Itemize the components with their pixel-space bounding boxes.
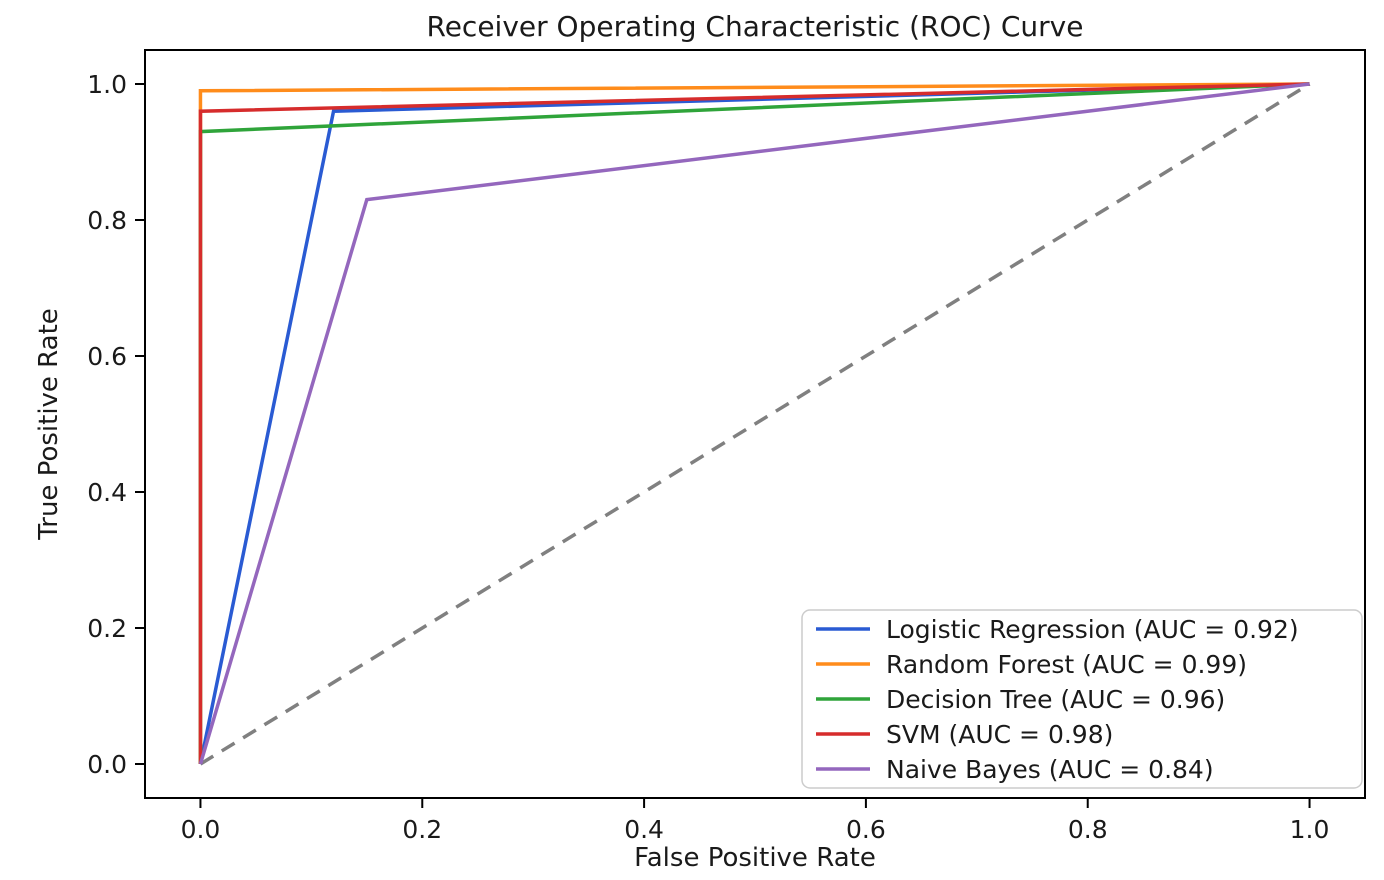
legend-item-naive-bayes: Naive Bayes (AUC = 0.84)	[816, 755, 1214, 784]
roc-curve-svm	[198, 82, 1310, 764]
x-tick-label: 0.8	[1068, 815, 1108, 844]
plot-area-frame	[144, 49, 1366, 799]
y-axis-label: True Positive Rate	[34, 308, 64, 541]
y-tick-label: 0.2	[87, 614, 127, 643]
y-tick-label: 0.0	[87, 750, 127, 779]
x-tick-label: 0.4	[624, 815, 664, 844]
y-tick-label: 0.6	[87, 342, 127, 371]
legend: Logistic Regression (AUC = 0.92) Random F…	[801, 609, 1363, 789]
roc-curves	[198, 82, 1311, 766]
legend-item-random-forest: Random Forest (AUC = 0.99)	[816, 650, 1247, 679]
y-tick-label: 1.0	[87, 70, 127, 99]
legend-item-label: Random Forest (AUC = 0.99)	[886, 650, 1247, 679]
legend-item-logistic-regression: Logistic Regression (AUC = 0.92)	[816, 615, 1299, 644]
roc-curve-naive-bayes	[198, 82, 1310, 765]
y-tick-label: 0.8	[87, 206, 127, 235]
x-tick-label: 1.0	[1290, 815, 1330, 844]
x-axis-label: False Positive Rate	[634, 843, 876, 873]
chart-title: Receiver Operating Characteristic (ROC) …	[427, 10, 1084, 43]
legend-item-decision-tree: Decision Tree (AUC = 0.96)	[816, 685, 1225, 714]
x-tick-label: 0.6	[846, 815, 886, 844]
legend-item-label: Decision Tree (AUC = 0.96)	[886, 685, 1225, 714]
axis-ticks: 0.0 0.2 0.4 0.6 0.8 1.0 0.0 0.2 0.4 0.6 0.8 1.0	[87, 70, 1329, 844]
chance-diagonal-line	[199, 82, 1311, 766]
y-tick-label: 0.4	[87, 478, 127, 507]
x-tick-label: 0.2	[402, 815, 442, 844]
legend-item-svm: SVM (AUC = 0.98)	[816, 720, 1113, 749]
legend-box	[801, 609, 1363, 789]
legend-item-label: Naive Bayes (AUC = 0.84)	[886, 755, 1214, 784]
legend-item-label: SVM (AUC = 0.98)	[886, 720, 1113, 749]
x-tick-label: 0.0	[181, 815, 221, 844]
legend-item-label: Logistic Regression (AUC = 0.92)	[886, 615, 1299, 644]
